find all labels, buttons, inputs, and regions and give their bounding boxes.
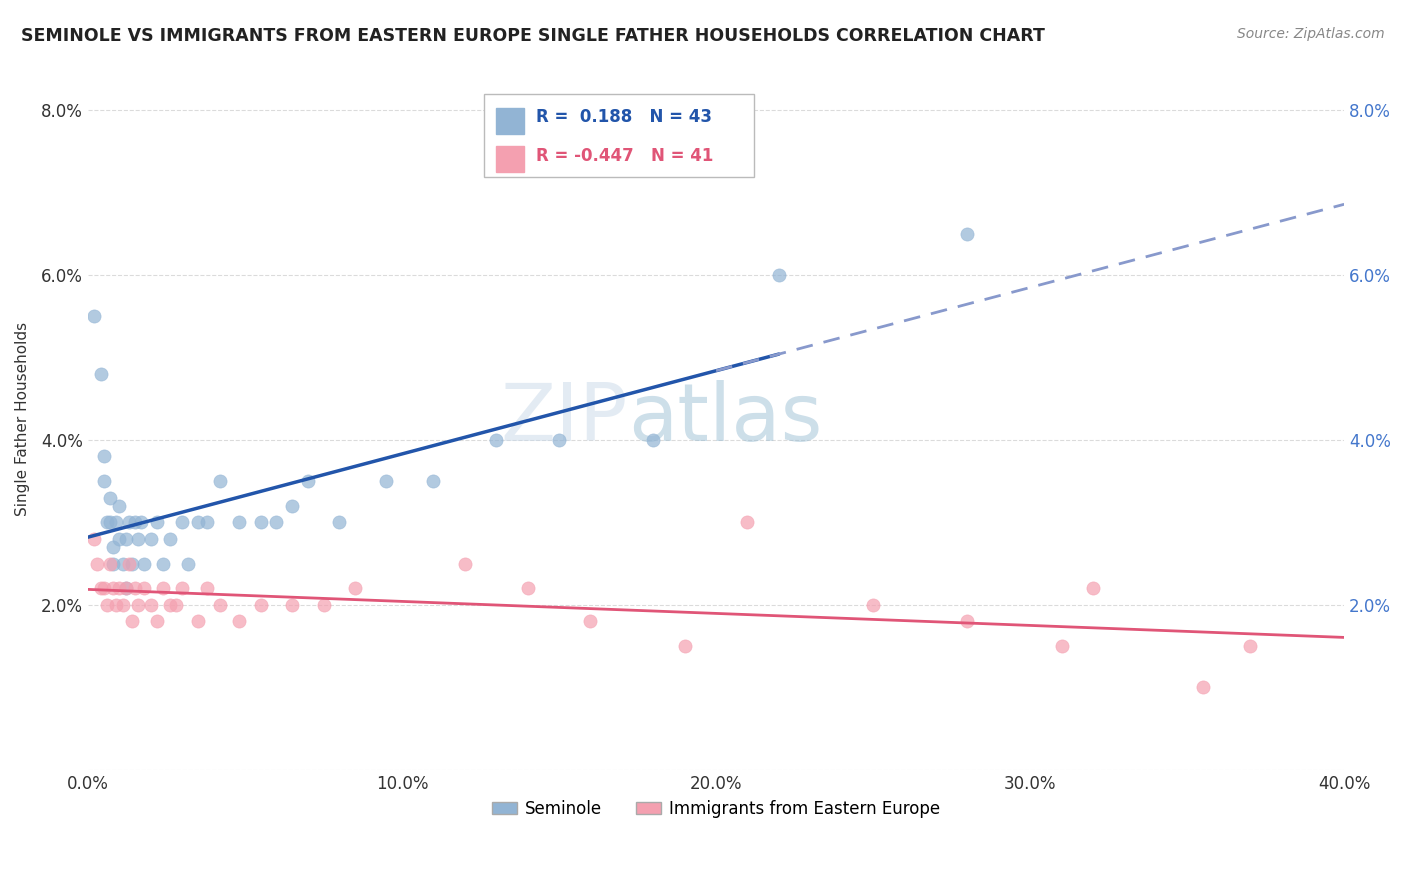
Point xyxy=(177,557,200,571)
Point xyxy=(312,598,335,612)
Text: ZIP: ZIP xyxy=(501,380,628,458)
Point xyxy=(124,582,146,596)
Point xyxy=(118,516,141,530)
Point xyxy=(127,598,149,612)
Point xyxy=(249,598,271,612)
Point xyxy=(114,582,136,596)
Text: Source: ZipAtlas.com: Source: ZipAtlas.com xyxy=(1237,27,1385,41)
Point xyxy=(548,433,571,447)
Point xyxy=(208,598,231,612)
Point xyxy=(124,516,146,530)
Legend: Seminole, Immigrants from Eastern Europe: Seminole, Immigrants from Eastern Europe xyxy=(485,794,946,825)
Point xyxy=(485,433,508,447)
Point xyxy=(101,557,124,571)
Point xyxy=(281,598,304,612)
Point xyxy=(111,557,134,571)
Point xyxy=(208,474,231,488)
Point xyxy=(152,582,174,596)
Point xyxy=(956,615,979,629)
Point xyxy=(165,598,187,612)
Point xyxy=(134,582,156,596)
Point xyxy=(768,268,790,282)
Point xyxy=(96,598,118,612)
Text: R = -0.447   N = 41: R = -0.447 N = 41 xyxy=(537,146,714,164)
Point xyxy=(83,532,105,546)
Point xyxy=(643,433,665,447)
Point xyxy=(1050,639,1073,653)
Point xyxy=(159,532,181,546)
Point xyxy=(111,598,134,612)
Point xyxy=(98,491,121,505)
Y-axis label: Single Father Households: Single Father Households xyxy=(15,322,30,516)
Point xyxy=(108,582,131,596)
Point xyxy=(83,309,105,323)
Point xyxy=(131,516,153,530)
Point xyxy=(101,582,124,596)
Point xyxy=(172,582,194,596)
Point xyxy=(139,598,162,612)
Text: atlas: atlas xyxy=(628,380,823,458)
Point xyxy=(375,474,398,488)
Point xyxy=(114,582,136,596)
Point xyxy=(956,227,979,241)
Point xyxy=(249,516,271,530)
FancyBboxPatch shape xyxy=(496,108,524,135)
Point xyxy=(159,598,181,612)
Point xyxy=(228,615,250,629)
Point xyxy=(195,582,218,596)
Point xyxy=(96,516,118,530)
Point xyxy=(146,615,169,629)
Point xyxy=(93,582,115,596)
Point xyxy=(579,615,602,629)
Point xyxy=(118,557,141,571)
Point xyxy=(328,516,350,530)
Point xyxy=(1239,639,1261,653)
Point xyxy=(93,450,115,464)
Point xyxy=(187,516,209,530)
Point xyxy=(127,532,149,546)
Point xyxy=(134,557,156,571)
Point xyxy=(1191,681,1213,695)
Point xyxy=(422,474,444,488)
Point xyxy=(105,516,128,530)
Point xyxy=(108,532,131,546)
Point xyxy=(90,582,112,596)
Text: SEMINOLE VS IMMIGRANTS FROM EASTERN EUROPE SINGLE FATHER HOUSEHOLDS CORRELATION : SEMINOLE VS IMMIGRANTS FROM EASTERN EURO… xyxy=(21,27,1045,45)
Point xyxy=(101,540,124,554)
Point xyxy=(90,367,112,381)
Point xyxy=(454,557,477,571)
Point xyxy=(105,598,128,612)
Point xyxy=(266,516,288,530)
Point xyxy=(93,474,115,488)
Point xyxy=(108,499,131,513)
Point xyxy=(862,598,884,612)
Point xyxy=(121,615,143,629)
Point xyxy=(281,499,304,513)
Text: R =  0.188   N = 43: R = 0.188 N = 43 xyxy=(537,109,713,127)
Point xyxy=(228,516,250,530)
Point xyxy=(114,532,136,546)
Point xyxy=(195,516,218,530)
Point xyxy=(152,557,174,571)
FancyBboxPatch shape xyxy=(496,145,524,172)
Point xyxy=(343,582,366,596)
Point xyxy=(516,582,538,596)
Point xyxy=(297,474,319,488)
Point xyxy=(146,516,169,530)
Point xyxy=(187,615,209,629)
Point xyxy=(98,557,121,571)
Point xyxy=(172,516,194,530)
Point xyxy=(139,532,162,546)
FancyBboxPatch shape xyxy=(484,95,754,178)
Point xyxy=(98,516,121,530)
Point xyxy=(673,639,696,653)
Point xyxy=(737,516,759,530)
Point xyxy=(1081,582,1104,596)
Point xyxy=(121,557,143,571)
Point xyxy=(86,557,108,571)
